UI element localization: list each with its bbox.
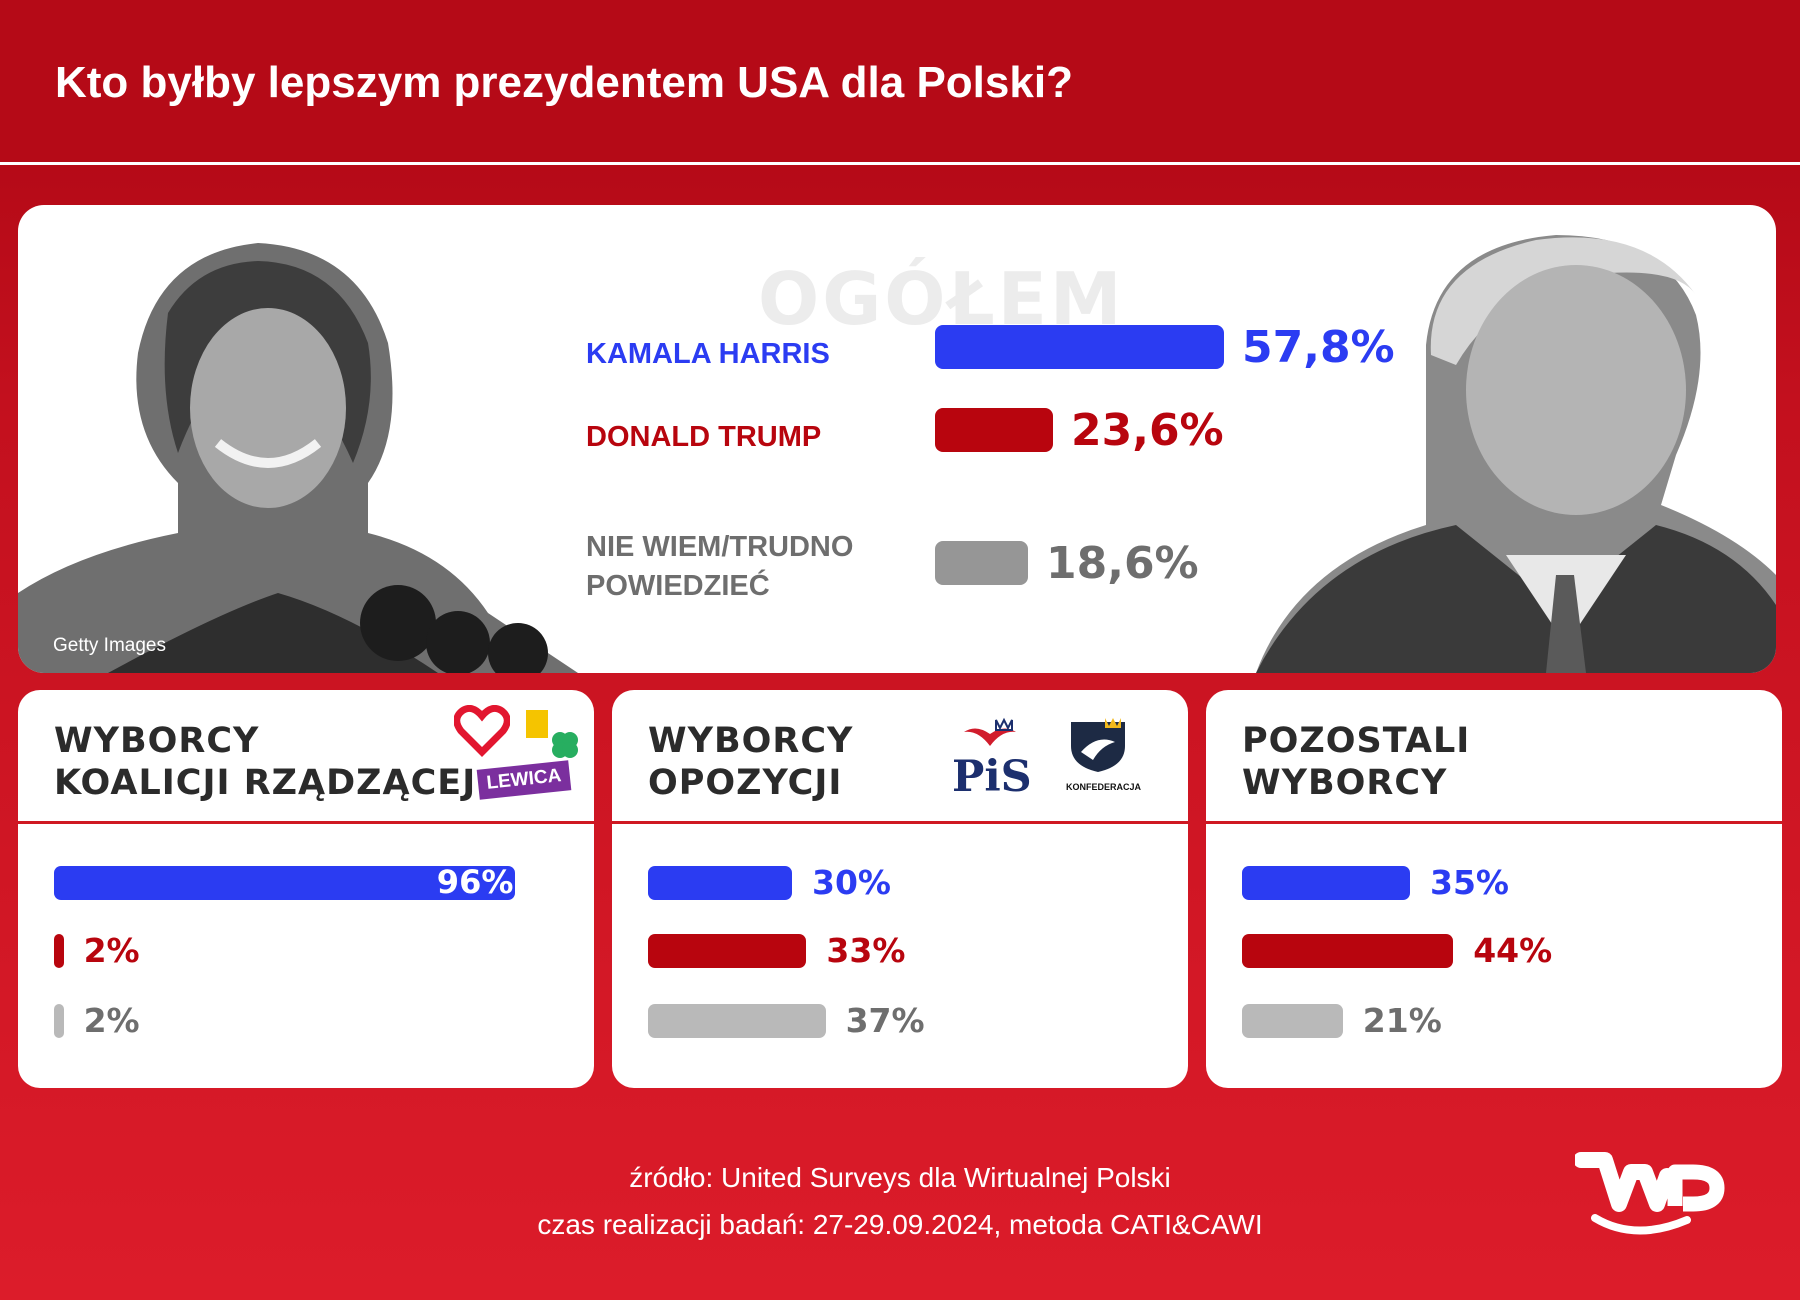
- opposition-undecided-value: 37%: [845, 1001, 925, 1040]
- coalition-title-line2: KOALICJI RZĄDZĄCEJ: [54, 763, 477, 803]
- coalition-harris-value: 96%: [436, 863, 514, 901]
- other-voters-panel: POZOSTALI WYBORCY 35% 44% 21%: [1206, 690, 1782, 1088]
- other-voters-header: POZOSTALI WYBORCY: [1206, 690, 1782, 823]
- photo-credit: Getty Images: [53, 635, 166, 656]
- coalition-voters-title: WYBORCY KOALICJI RZĄDZĄCEJ: [54, 720, 476, 804]
- konfederacja-eagle-icon: [1071, 718, 1125, 772]
- harris-label: KAMALA HARRIS: [586, 338, 830, 370]
- other-title-line2: WYBORCY: [1242, 763, 1448, 803]
- opposition-voters-header: WYBORCY OPOZYCJI PiS KONFEDERACJA: [612, 690, 1188, 823]
- overall-panel: Getty Images OGÓŁEM KAMALA HARRIS 57,8% …: [18, 205, 1776, 673]
- coalition-divider: [18, 821, 594, 824]
- other-title-line1: POZOSTALI: [1242, 721, 1471, 761]
- donald-trump-photo: [1256, 235, 1776, 673]
- other-harris-value: 35%: [1430, 863, 1509, 902]
- undecided-label-line2: POWIEDZIEĆ: [586, 570, 770, 602]
- kamala-harris-photo: [18, 243, 578, 673]
- wp-logo-icon: [1575, 1152, 1725, 1235]
- overall-undecided-bar: [935, 541, 1028, 585]
- overall-harris-bar: [935, 325, 1224, 369]
- opposition-harris-bar: [648, 866, 792, 900]
- opposition-trump-bar: [648, 934, 807, 968]
- opposition-divider: [612, 821, 1188, 824]
- opposition-voters-title: WYBORCY OPOZYCJI: [648, 720, 853, 804]
- opposition-harris-value: 30%: [812, 863, 891, 902]
- opposition-voters-panel: WYBORCY OPOZYCJI PiS KONFEDERACJA 30% 33…: [612, 690, 1188, 1088]
- opposition-trump-value: 33%: [826, 931, 906, 970]
- other-voters-title: POZOSTALI WYBORCY: [1242, 720, 1470, 804]
- other-undecided-bar: [1242, 1004, 1343, 1038]
- source-line: źródło: United Surveys dla Wirtualnej Po…: [629, 1162, 1171, 1193]
- opposition-title-line2: OPOZYCJI: [648, 763, 843, 803]
- trump-label: DONALD TRUMP: [586, 421, 822, 453]
- other-harris-bar: [1242, 866, 1410, 900]
- coalition-trump-bar: [54, 934, 64, 968]
- page-title: Kto byłby lepszym prezydentem USA dla Po…: [55, 58, 1073, 107]
- undecided-label-line1: NIE WIEM/TRUDNO: [586, 531, 854, 563]
- coalition-voters-header: WYBORCY KOALICJI RZĄDZĄCEJ LEWICA: [18, 690, 594, 823]
- overall-harris-value: 57,8%: [1242, 322, 1395, 373]
- lewica-logo: LEWICA: [476, 760, 572, 800]
- konfederacja-logo: KONFEDERACJA: [1066, 782, 1142, 792]
- coalition-voters-panel: WYBORCY KOALICJI RZĄDZĄCEJ LEWICA 96% 2%…: [18, 690, 594, 1088]
- coalition-undecided-value: 2%: [83, 1001, 140, 1040]
- overall-undecided-value: 18,6%: [1046, 538, 1199, 589]
- opposition-undecided-bar: [648, 1004, 826, 1038]
- other-trump-bar: [1242, 934, 1454, 968]
- title-divider: [0, 162, 1800, 165]
- other-divider: [1206, 821, 1782, 824]
- overall-trump-value: 23,6%: [1071, 405, 1224, 456]
- coalition-undecided-bar: [54, 1004, 64, 1038]
- other-trump-value: 44%: [1473, 931, 1553, 970]
- polska-2050-icon: [526, 710, 578, 758]
- pis-eagle-icon: [964, 717, 1016, 746]
- survey-date-line: czas realizacji badań: 27-29.09.2024, me…: [537, 1209, 1263, 1240]
- other-undecided-value: 21%: [1362, 1001, 1442, 1040]
- coalition-trump-value: 2%: [83, 931, 140, 970]
- coalition-harris-bar: [54, 866, 515, 900]
- coalition-title-line1: WYBORCY: [54, 721, 260, 761]
- pis-logo: PiS: [952, 752, 1032, 802]
- overall-trump-bar: [935, 408, 1053, 452]
- ko-heart-icon: [454, 705, 510, 757]
- opposition-title-line1: WYBORCY: [648, 721, 854, 761]
